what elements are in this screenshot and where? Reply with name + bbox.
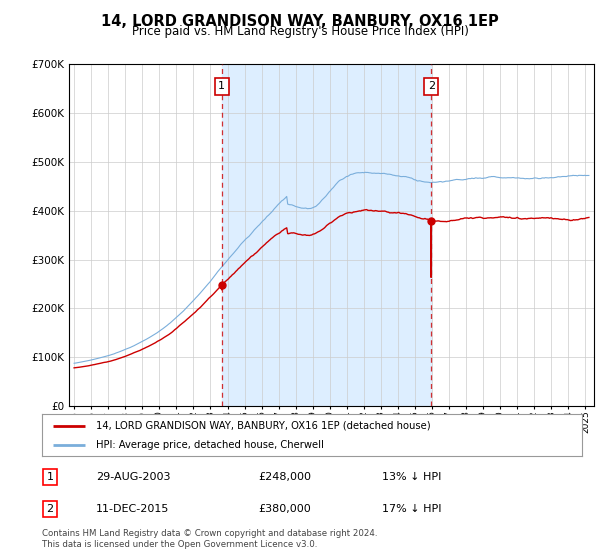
Text: 13% ↓ HPI: 13% ↓ HPI: [382, 472, 442, 482]
Text: 11-DEC-2015: 11-DEC-2015: [96, 504, 169, 514]
Text: 14, LORD GRANDISON WAY, BANBURY, OX16 1EP: 14, LORD GRANDISON WAY, BANBURY, OX16 1E…: [101, 14, 499, 29]
Text: 17% ↓ HPI: 17% ↓ HPI: [382, 504, 442, 514]
Text: HPI: Average price, detached house, Cherwell: HPI: Average price, detached house, Cher…: [96, 440, 324, 450]
Text: £248,000: £248,000: [258, 472, 311, 482]
Bar: [222, 64, 431, 406]
Text: 1: 1: [47, 472, 53, 482]
Text: 14, LORD GRANDISON WAY, BANBURY, OX16 1EP (detached house): 14, LORD GRANDISON WAY, BANBURY, OX16 1E…: [96, 421, 431, 431]
Text: 1: 1: [218, 81, 225, 91]
Text: 2: 2: [428, 81, 435, 91]
Text: Price paid vs. HM Land Registry's House Price Index (HPI): Price paid vs. HM Land Registry's House …: [131, 25, 469, 38]
Text: £380,000: £380,000: [258, 504, 311, 514]
Text: Contains HM Land Registry data © Crown copyright and database right 2024.
This d: Contains HM Land Registry data © Crown c…: [42, 529, 377, 549]
Text: 29-AUG-2003: 29-AUG-2003: [96, 472, 170, 482]
Text: 2: 2: [47, 504, 53, 514]
